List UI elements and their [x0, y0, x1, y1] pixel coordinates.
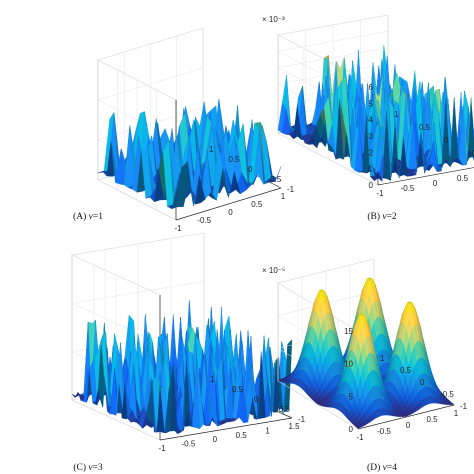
x-tick-label: 1 [281, 192, 286, 201]
y-tick-label: -1 [460, 402, 468, 411]
x-tick-label: 0.5 [236, 431, 248, 440]
surface-patch [373, 170, 383, 182]
grid-line [277, 63, 389, 85]
z-tick-label: 0 [369, 181, 374, 190]
panel-a: -1-0.500.51-1-0.500.51 [97, 27, 295, 233]
x-tick-label: -0.5 [377, 427, 391, 436]
y-tick-label: -0.5 [469, 149, 474, 158]
x-tick-label: 1.5 [288, 422, 300, 431]
y-tick-label: 1 [380, 354, 385, 363]
grid-line [277, 47, 389, 68]
y-tick-label: -1 [287, 185, 295, 194]
grid-line [97, 59, 177, 101]
y-tick-label: 0 [248, 165, 253, 174]
y-tick-label: -0.5 [440, 390, 454, 399]
x-tick-label: -1 [356, 433, 364, 442]
x-tick-label: 1 [265, 426, 270, 435]
x-axis-line [159, 417, 293, 441]
exponent-label-d: × 10⁻⁵ [262, 266, 285, 275]
y-tick-label: 0.5 [400, 366, 412, 375]
grid-line [97, 27, 204, 61]
grid-line [277, 258, 375, 284]
y-tick-label: 0.5 [232, 385, 244, 394]
x-tick-label: 0 [406, 421, 411, 430]
y-tick-label: 0.5 [229, 155, 241, 164]
x-tick-label: -0.5 [401, 184, 415, 193]
surface [71, 300, 293, 435]
grid-line [277, 14, 389, 36]
grid-line [71, 254, 161, 296]
z-tick-label: 0 [349, 425, 354, 434]
y-tick-label: 0 [254, 395, 259, 404]
z-tick-label: 5 [369, 99, 374, 108]
x-tick-label: 0.5 [251, 200, 263, 209]
caption-d: (D) v=4 [367, 462, 397, 473]
x-tick-label: -1 [376, 189, 384, 198]
y-tick-label: 1 [209, 145, 214, 154]
y-tick-label: -0.5 [268, 175, 282, 184]
y-tick-label: 0 [444, 136, 449, 145]
x-axis-line [175, 187, 282, 221]
grid-line [71, 281, 205, 304]
x-axis-line [357, 404, 455, 430]
surface [97, 99, 282, 210]
x-tick-label: 0 [213, 435, 218, 444]
grid-line [277, 31, 389, 52]
y-tick-label: 0 [420, 378, 425, 387]
z-tick-label: 3 [369, 132, 374, 141]
x-tick-label: 0 [433, 179, 438, 188]
y-tick-label: -0.5 [276, 405, 290, 414]
x-tick-label: 0.5 [426, 415, 438, 424]
caption-c: (C) v=3 [73, 462, 103, 473]
panel-c: -1 -0.5 0 0.5 1 1.5-1-0.500.51 [71, 232, 306, 453]
z-tick-label: 5 [349, 392, 354, 401]
x-tick-label: 0 [228, 208, 233, 217]
y-tick-label: 1 [394, 110, 399, 119]
surface [277, 277, 455, 429]
x-tick-label: 1 [454, 409, 459, 418]
x-tick-label: -1 [158, 444, 166, 453]
z-tick-label: 10 [344, 360, 353, 369]
z-tick-label: 4 [369, 116, 374, 125]
surface-patch [156, 385, 165, 434]
x-tick-label: -1 [174, 224, 182, 233]
z-tick-label: 15 [344, 327, 353, 336]
z-tick-label: 6 [369, 83, 374, 92]
y-tick-label: -1 [298, 415, 306, 424]
surface-patch [171, 167, 182, 210]
caption-a: (A) v=1 [73, 211, 103, 222]
z-tick-label: 1 [369, 165, 374, 174]
surface [277, 45, 474, 182]
x-axis-line [377, 167, 474, 186]
y-tick-label: 0.5 [419, 123, 431, 132]
grid-line [71, 232, 205, 256]
grid-line [97, 67, 204, 101]
x-tick-label: 0.5 [457, 174, 469, 183]
exponent-label-b: × 10⁻³ [262, 15, 285, 24]
z-tick-label: 2 [369, 148, 374, 157]
x-tick-label: -0.5 [197, 216, 211, 225]
caption-b: (B) v=2 [367, 211, 397, 222]
y-tick-label: 1 [210, 375, 215, 384]
x-tick-label: -0.5 [182, 440, 196, 449]
